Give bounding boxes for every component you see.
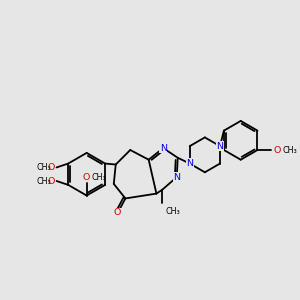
Text: N: N — [160, 144, 167, 153]
Text: N: N — [186, 159, 193, 168]
Text: CH₃: CH₃ — [92, 172, 106, 182]
Text: O: O — [83, 172, 90, 182]
Text: N: N — [173, 172, 180, 182]
Text: CH₃: CH₃ — [36, 176, 51, 185]
Text: N: N — [217, 142, 224, 151]
Text: O: O — [47, 176, 54, 185]
Text: O: O — [47, 163, 54, 172]
Text: O: O — [114, 208, 121, 217]
Text: CH₃: CH₃ — [36, 163, 51, 172]
Text: O: O — [273, 146, 280, 154]
Text: CH₃: CH₃ — [165, 207, 180, 216]
Text: CH₃: CH₃ — [283, 146, 297, 154]
